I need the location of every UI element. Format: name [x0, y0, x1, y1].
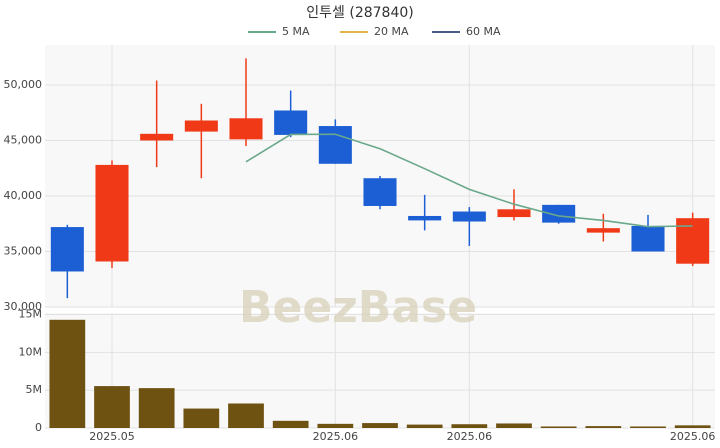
volume-bar [406, 424, 443, 428]
y-tick-label: 5M [26, 383, 43, 396]
candle-body [318, 126, 352, 164]
y-tick-label: 10M [19, 345, 43, 358]
volume-bar [630, 426, 666, 428]
volume-bar [94, 386, 130, 428]
candle-body [184, 120, 218, 132]
y-tick-label: 0 [35, 421, 42, 434]
candle-body [497, 209, 531, 218]
volume-bar [138, 388, 175, 428]
candle-body [363, 178, 397, 206]
y-tick-label: 30,000 [4, 300, 43, 313]
y-tick-label: 45,000 [4, 133, 43, 146]
volume-bar [451, 424, 488, 428]
x-tick-label: 2025.06 [670, 430, 716, 443]
volume-bar [496, 423, 532, 428]
volume-bar [183, 408, 220, 428]
volume-bar [540, 426, 577, 428]
volume-bar [674, 425, 711, 428]
volume-bar [228, 403, 264, 428]
volume-bar [585, 426, 622, 428]
candle-body [542, 204, 576, 223]
candle-body [140, 133, 174, 141]
y-tick-label: 50,000 [4, 78, 43, 91]
candle-body [50, 227, 84, 272]
candle-body [676, 218, 710, 264]
candle-body [95, 164, 129, 262]
ma-line [245, 133, 693, 228]
candle-body [631, 225, 665, 252]
x-tick-label: 2025.06 [313, 430, 359, 443]
volume-bar [272, 420, 309, 428]
y-tick-label: 40,000 [4, 189, 43, 202]
volume-bar [362, 423, 398, 428]
candle-body [274, 110, 308, 135]
y-tick-label: 15M [19, 308, 43, 321]
legend-label: 60 MA [466, 25, 501, 38]
candle-body [586, 228, 620, 233]
volume-bar [317, 423, 354, 428]
candle-body [229, 118, 263, 140]
legend-label: 20 MA [374, 25, 409, 38]
volume-bar [49, 319, 86, 428]
x-tick-label: 2025.05 [89, 430, 135, 443]
watermark: BeezBase [239, 282, 477, 333]
candle-body [452, 211, 486, 222]
y-tick-label: 35,000 [4, 244, 43, 257]
legend-label: 5 MA [282, 25, 310, 38]
candle-body [408, 215, 442, 221]
chart-title: 인투셀 (287840) [306, 5, 413, 21]
x-tick-label: 2025.06 [447, 430, 493, 443]
